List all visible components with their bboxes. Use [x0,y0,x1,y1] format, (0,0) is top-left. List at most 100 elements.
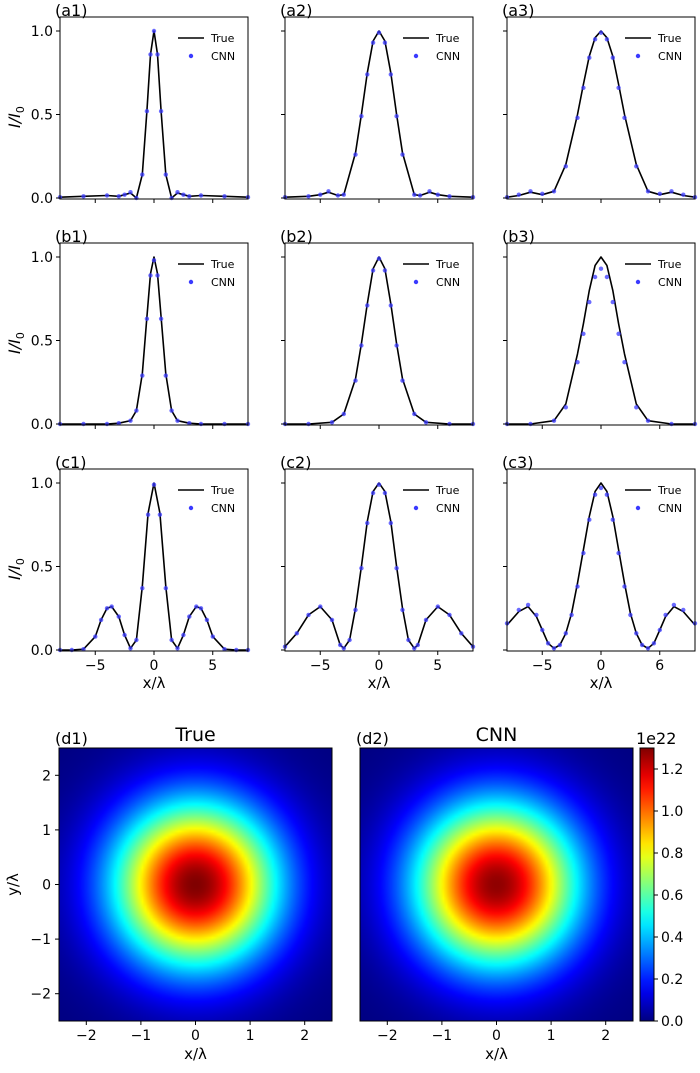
cnn-point [116,194,122,199]
legend-true-label: True [657,484,682,497]
panel-label: (a3) [502,1,534,20]
cnn-point [144,316,150,321]
cnn-point [157,512,163,517]
x-tick-label: 5 [208,658,217,674]
cnn-point [155,52,160,57]
cnn-point [616,331,621,336]
y-tick-label: −1 [30,932,51,948]
cnn-point [447,421,452,427]
x-tick-label: 0 [150,658,159,674]
cnn-point [645,189,651,194]
cnn-point [671,602,677,608]
cnn-point [388,520,393,526]
cnn-point [394,343,399,348]
cnn-point [341,192,346,197]
cnn-point [569,612,574,618]
cnn-point [669,421,674,427]
cnn-point [198,421,204,427]
cnn-point [581,85,586,91]
cnn-point [353,152,358,157]
legend-true-label: True [657,32,682,45]
x-tick-label: −5 [532,658,553,674]
panel-c2: −5 0 5 x/λ (c2) True CNN [280,453,476,692]
cnn-point [394,114,399,119]
legend-true-label: True [210,32,235,45]
cnn-point [645,418,651,423]
cnn-point [382,490,388,496]
cnn-point [181,192,186,197]
cnn-point [128,190,133,195]
cnn-point [347,637,352,643]
cnn-point [681,607,686,613]
x-tick-label: 6 [655,658,664,674]
colorbar-tick-label: 1.2 [661,762,683,778]
x-tick-label: 0 [191,1028,200,1044]
x-tick-label: 5 [433,658,442,674]
x-tick-label: −5 [85,658,106,674]
cnn-point [669,189,674,194]
cnn-point [388,303,393,308]
colorbar-fill [640,748,654,1021]
legend-cnn-label: CNN [436,50,460,63]
cnn-point [134,408,139,413]
colorbar-tick-label: 0.8 [661,846,683,862]
cnn-point [657,627,662,633]
cnn-point [158,316,164,321]
y-axis-label: I/I0 [5,106,27,128]
colorbar-tick-label: 0.4 [661,930,683,946]
cnn-point [329,420,335,425]
cnn-point [187,614,192,619]
legend-true-label: True [210,484,235,497]
y-axis-label: I/I0 [5,332,27,354]
legend-true-label: True [435,258,460,271]
legend-cnn-swatch [188,279,194,285]
legend-cnn-swatch [635,505,641,511]
cnn-point [365,303,370,308]
y-tick-label: 0.5 [31,560,53,576]
cnn-point [151,28,157,34]
y-tick-label: 0.0 [31,417,53,433]
cnn-point [598,266,604,271]
cnn-point [175,646,180,651]
cnn-point [412,192,417,197]
x-axis-label: x/λ [485,1045,508,1063]
legend-true-label: True [657,258,682,271]
cnn-point [400,152,405,157]
cnn-point [365,72,370,77]
cnn-point [128,646,133,651]
y-tick-label: 1.0 [31,476,53,492]
cnn-point [198,193,204,198]
cnn-point [169,637,174,643]
cnn-point [376,30,382,35]
cnn-point [400,378,405,383]
colorbar-tick-label: 0.0 [661,1014,683,1030]
legend-cnn-label: CNN [211,276,235,289]
colorbar: 0.0 0.2 0.4 0.6 0.8 1.0 1.2 1e22 [636,729,683,1030]
y-axis-label: y/λ [4,873,22,896]
cnn-point [581,550,586,556]
cnn-point [140,172,145,177]
panel-b3: (b3) True CNN [502,227,698,429]
cnn-point [540,191,545,196]
cnn-point [353,607,358,613]
panel-label: (a1) [55,1,87,20]
cnn-point [122,192,127,197]
legend-cnn-label: CNN [211,50,235,63]
y-axis-label-sub: 0 [14,558,27,565]
cnn-point [294,631,299,636]
panel-b2: (b2) True CNN [280,227,476,429]
panel-d1: −2 −2 −1 −1 0 0 1 1 2 2 x/λ y/λ True (d1) [4,724,333,1063]
cnn-point [592,37,598,42]
cnn-point [338,642,343,648]
cnn-point [551,418,557,423]
cnn-point [151,258,157,263]
cnn-point [194,604,199,609]
cnn-point [122,632,127,638]
cnn-point [610,55,615,60]
cnn-point [581,331,586,336]
cnn-point [134,637,139,643]
cnn-point [104,421,110,427]
cnn-point [616,550,621,556]
cnn-point [534,612,539,618]
